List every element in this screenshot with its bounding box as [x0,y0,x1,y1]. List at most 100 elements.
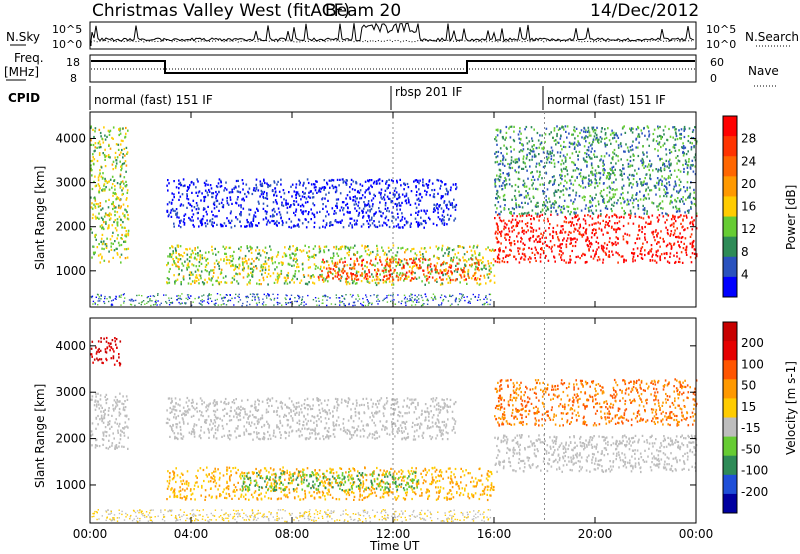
echo-cell [178,273,180,276]
echo-cell [298,270,300,273]
echo-cell [623,150,625,153]
echo-cell [182,277,185,280]
echo-cell [257,209,259,212]
echo-cell [251,223,253,226]
echo-cell [641,184,643,187]
echo-cell [113,206,116,209]
echo-cell [326,304,328,307]
echo-cell [171,192,173,195]
echo-cell [220,258,222,261]
echo-cell [429,218,431,221]
echo-cell [522,183,524,187]
echo-cell [590,243,593,246]
echo-cell [410,272,413,275]
echo-cell [399,204,402,207]
echo-cell [439,276,441,279]
echo-cell [268,265,270,268]
echo-cell [611,129,613,132]
echo-cell [646,138,649,141]
echo-cell [335,272,337,275]
echo-cell [271,257,273,260]
echo-cell [412,277,415,280]
echo-cell [337,273,340,276]
echo-cell [111,163,114,166]
echo-cell [96,293,99,296]
echo-cell [549,233,551,236]
echo-cell [595,209,598,212]
echo-cell [418,222,420,225]
echo-cell [519,141,521,144]
echo-cell [174,282,176,285]
echo-cell [360,255,363,258]
echo-cell [605,205,608,208]
echo-cell [96,246,99,249]
echo-cell [518,137,520,140]
echo-cell [624,131,627,134]
echo-cell [204,251,207,254]
echo-cell [574,198,576,201]
echo-cell [542,252,545,255]
echo-cell [114,151,117,154]
echo-cell [549,150,551,153]
echo-cell [293,281,295,284]
echo-cell [377,179,380,182]
echo-cell [573,212,576,215]
echo-cell [537,139,540,142]
echo-cell [360,225,363,228]
echo-cell [272,213,274,216]
echo-cell [102,172,104,175]
echo-cell [595,172,598,175]
echo-cell [562,193,565,196]
echo-cell [357,270,360,274]
echo-cell [684,190,687,193]
echo-cell [683,147,685,150]
echo-cell [622,164,624,167]
echo-cell [585,129,587,132]
echo-cell [636,247,639,250]
echo-cell [279,272,282,276]
echo-cell [210,223,213,226]
echo-cell [655,261,658,264]
echo-cell [591,229,594,232]
echo-cell [342,261,344,264]
echo-cell [283,198,285,201]
echo-cell [401,215,404,219]
echo-cell [277,302,279,304]
echo-cell [534,257,536,260]
echo-cell [599,176,602,179]
echo-cell [359,274,362,277]
echo-cell [657,154,659,158]
echo-cell [516,161,519,164]
echo-cell [247,296,249,299]
echo-cell [312,202,314,205]
echo-cell [344,277,347,280]
echo-cell [540,210,542,214]
echo-cell [247,265,250,268]
echo-cell [214,303,216,305]
echo-cell [689,235,692,238]
echo-cell [587,146,590,149]
echo-cell [447,190,449,193]
nsearch-series [90,39,695,43]
echo-cell [493,281,496,284]
echo-cell [405,194,408,197]
echo-cell [106,135,108,138]
echo-cell [274,210,276,213]
echo-cell [615,236,618,239]
echo-cell [464,299,466,302]
echo-cell [152,295,154,297]
echo-cell [340,270,343,273]
echo-cell [623,216,625,219]
echo-cell [691,244,694,247]
echo-cell [449,281,452,284]
echo-cell [273,220,275,223]
echo-cell [533,153,536,156]
echo-cell [225,188,228,191]
echo-cell [525,157,528,160]
echo-cell [591,204,594,207]
echo-cell [425,212,427,215]
echo-cell [211,245,213,248]
echo-cell [542,146,545,149]
echo-cell [169,267,171,271]
echo-cell [482,260,484,264]
